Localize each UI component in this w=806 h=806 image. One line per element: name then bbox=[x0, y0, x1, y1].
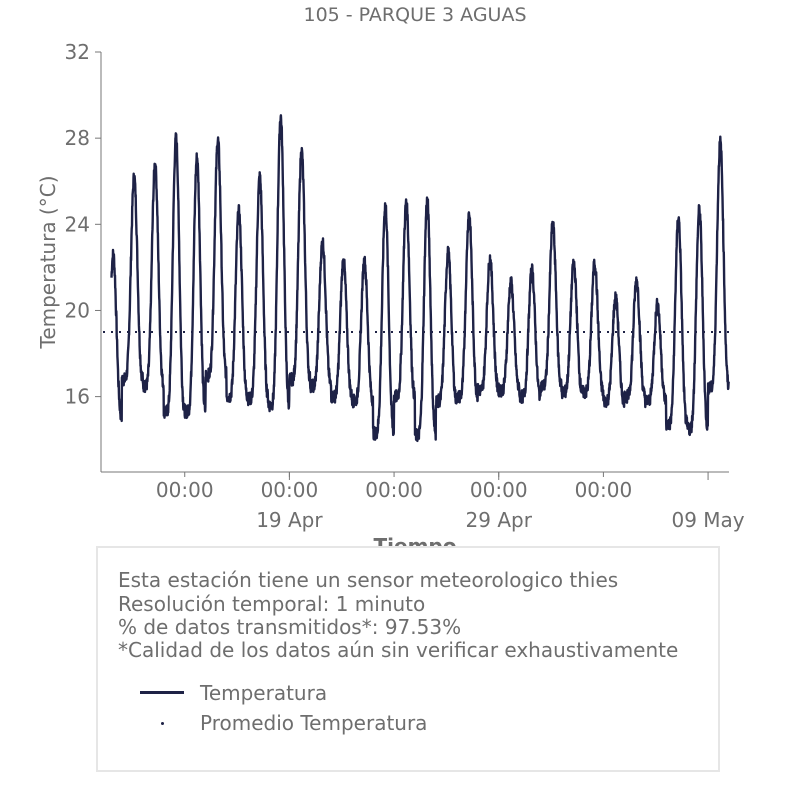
x-tick-label-date: 19 Apr bbox=[256, 508, 323, 532]
x-tick-label-time: 00:00 bbox=[261, 478, 319, 502]
x-tick-label-time: 00:00 bbox=[470, 478, 528, 502]
legend-temperature-swatch bbox=[140, 691, 184, 694]
info-data-transmitted: % de datos transmitidos*: 97.53% bbox=[118, 615, 462, 639]
y-tick-label: 32 bbox=[65, 40, 90, 64]
temperature-chart: 105 - PARQUE 3 AGUAS Temperatura (°C) Ti… bbox=[36, 4, 745, 558]
legend-average-swatch bbox=[161, 722, 164, 725]
series-line-temperatura bbox=[110, 114, 730, 443]
y-tick-label: 24 bbox=[65, 212, 90, 236]
info-resolution: Resolución temporal: 1 minuto bbox=[118, 592, 426, 616]
y-tick-label: 28 bbox=[65, 126, 90, 150]
y-axis-label: Temperatura (°C) bbox=[36, 175, 60, 349]
info-box: Esta estación tiene un sensor meteorolog… bbox=[96, 546, 720, 772]
x-tick-label-date: 29 Apr bbox=[466, 508, 533, 532]
y-tick-label: 16 bbox=[65, 385, 90, 409]
x-tick-label-time: 00:00 bbox=[365, 478, 423, 502]
x-tick-label-time: 00:00 bbox=[156, 478, 214, 502]
legend-average-label: Promedio Temperatura bbox=[200, 711, 428, 735]
x-tick-label-date: 09 May bbox=[671, 508, 744, 532]
legend-temperature-label: Temperatura bbox=[200, 681, 328, 705]
y-tick-label: 20 bbox=[65, 298, 90, 322]
x-tick-label-time: 00:00 bbox=[575, 478, 633, 502]
chart-title: 105 - PARQUE 3 AGUAS bbox=[303, 4, 526, 26]
info-station-sensor: Esta estación tiene un sensor meteorolog… bbox=[118, 568, 619, 592]
info-data-quality-note: *Calidad de los datos aún sin verificar … bbox=[118, 638, 679, 662]
